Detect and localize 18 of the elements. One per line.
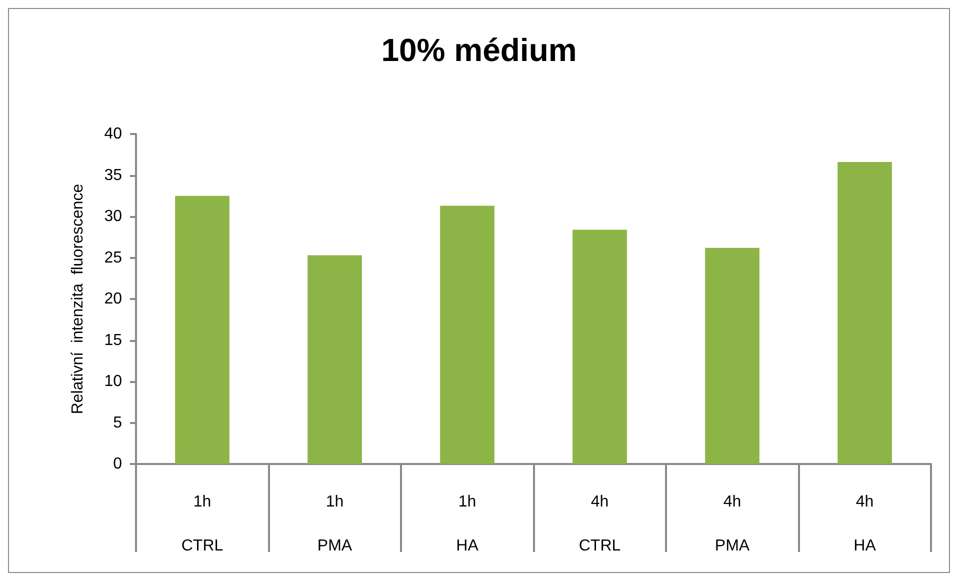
bar bbox=[838, 162, 892, 464]
chart-title: 10% médium bbox=[381, 32, 577, 68]
y-axis-title: Relativní intenzita fluorescence bbox=[70, 184, 86, 414]
y-tick-label: 0 bbox=[113, 456, 122, 472]
y-tick-label: 5 bbox=[113, 414, 122, 432]
bar bbox=[572, 230, 627, 464]
y-tick-label: 20 bbox=[104, 290, 122, 308]
bar bbox=[175, 196, 230, 464]
y-tick-label: 15 bbox=[104, 332, 122, 349]
y-tick-label: 25 bbox=[104, 249, 122, 266]
bar bbox=[440, 206, 494, 464]
y-tick-label: 35 bbox=[104, 166, 122, 184]
y-tick-label: 30 bbox=[104, 208, 122, 225]
bar bbox=[308, 255, 362, 464]
y-tick-label: 40 bbox=[104, 126, 122, 142]
bar bbox=[705, 248, 760, 464]
y-tick-label: 10 bbox=[104, 373, 122, 390]
chart-frame: Relativní intenzita fluorescence 0 5 10 15 20 25 30 35 40 1h CTRL 1h PMA 1h HA 4h CTRL 4h PMA 4h HA 10% médium bbox=[8, 8, 950, 573]
